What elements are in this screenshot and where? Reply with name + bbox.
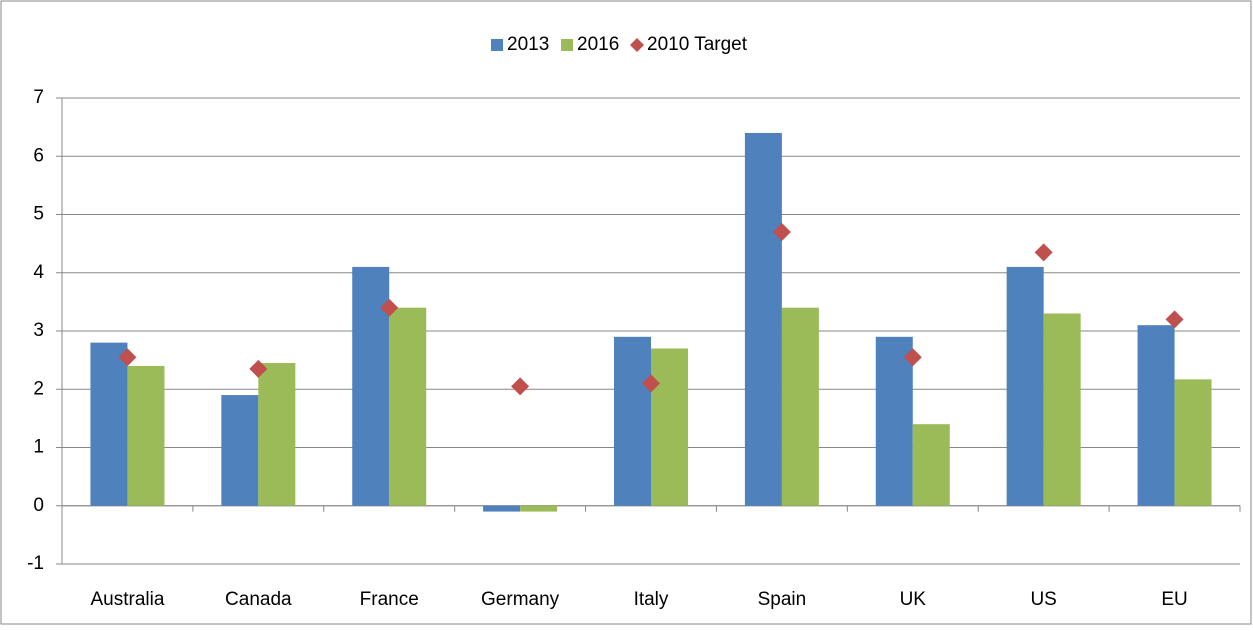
y-tick-label: 1 (33, 437, 44, 458)
target-marker (1165, 310, 1184, 329)
bar (1174, 379, 1212, 506)
bar (744, 132, 782, 506)
x-tick-label: France (360, 589, 419, 610)
y-tick-label: -1 (27, 553, 44, 574)
y-tick-label: 3 (33, 320, 44, 341)
y-tick-label: 0 (33, 495, 44, 516)
legend-swatch (491, 39, 503, 51)
x-tick-label: UK (900, 589, 927, 610)
target-marker (511, 377, 530, 396)
bar (258, 363, 296, 506)
x-tick-label: Germany (481, 589, 560, 610)
target-marker (903, 348, 922, 367)
bar (1006, 266, 1044, 506)
bar (912, 424, 950, 506)
bar (781, 307, 819, 506)
bar (90, 342, 128, 506)
bar (389, 307, 427, 506)
bar (614, 336, 651, 506)
bar (1137, 325, 1175, 506)
bar (352, 266, 390, 506)
legend-swatch (561, 39, 573, 51)
bar (651, 348, 688, 506)
x-tick-label: Italy (634, 589, 669, 610)
target-marker (380, 298, 399, 317)
x-tick-label: Spain (758, 589, 807, 610)
bar (1043, 313, 1081, 506)
y-tick-label: 4 (33, 262, 44, 283)
bar (875, 336, 913, 506)
bar (483, 505, 521, 512)
y-tick-label: 2 (33, 378, 44, 399)
legend-label: 2016 (577, 34, 619, 55)
target-marker (642, 374, 660, 393)
bar (127, 365, 165, 506)
target-marker (249, 359, 268, 378)
legend-label: 2010 Target (647, 34, 748, 55)
y-tick-label: 7 (33, 87, 44, 108)
legend-label: 2013 (507, 34, 549, 55)
x-tick-label: US (1030, 589, 1056, 610)
y-tick-label: 5 (33, 204, 44, 225)
x-tick-label: EU (1161, 589, 1187, 610)
y-tick-label: 6 (33, 145, 44, 166)
target-marker (772, 222, 791, 241)
target-marker (1034, 243, 1053, 262)
bar (221, 395, 259, 506)
x-tick-label: Canada (225, 589, 292, 610)
target-marker (118, 348, 137, 367)
x-tick-label: Australia (90, 589, 164, 610)
legend-marker (630, 38, 644, 52)
bar (520, 505, 558, 512)
